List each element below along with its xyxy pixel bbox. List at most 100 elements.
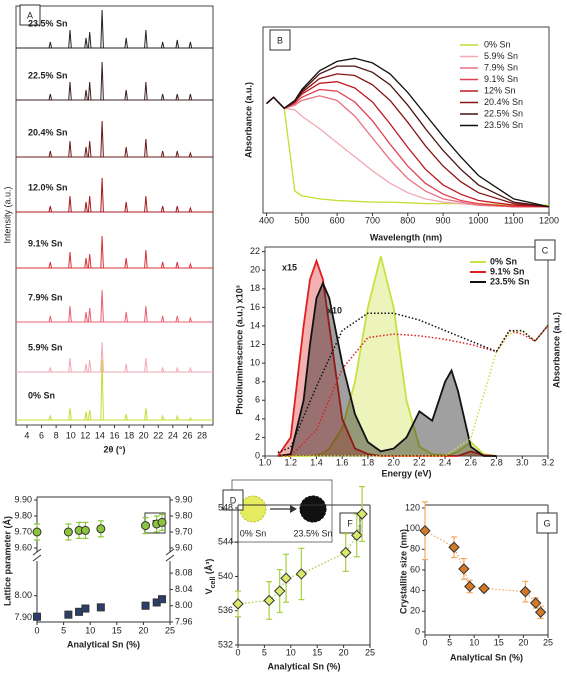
peak (68, 305, 72, 323)
peak (48, 261, 53, 269)
series-line (266, 73, 550, 208)
y-tick-label: 2 (255, 432, 260, 442)
peak (68, 29, 72, 49)
series-line (277, 280, 497, 457)
peak (144, 407, 148, 421)
axis-break (165, 554, 175, 562)
peak (68, 140, 72, 158)
panel-tag: A (27, 10, 33, 20)
peak (68, 81, 72, 101)
absorbance-line (277, 324, 549, 457)
x-tick-label: 2.8 (490, 457, 503, 467)
series-line (266, 57, 550, 208)
x-axis-label: Analytical Sn (%) (67, 639, 140, 649)
peak (48, 93, 53, 101)
x-tick-label: 4 (24, 430, 29, 440)
axis-break (165, 548, 175, 556)
peak (144, 305, 148, 323)
point (63, 527, 73, 537)
x-tick-label: 3.2 (542, 457, 555, 467)
peak (124, 311, 128, 323)
legend-label: 23.5% Sn (484, 120, 523, 130)
y-tick-label: 20 (250, 265, 260, 275)
x-tick-label: 10 (286, 647, 296, 657)
point (351, 529, 363, 542)
area-fill (277, 256, 497, 456)
series-label: 9.1% Sn (28, 238, 63, 248)
x-tick-label: 1.8 (362, 457, 375, 467)
y-tick-label: 7.96 (175, 616, 193, 626)
peak (175, 261, 180, 269)
peak (144, 357, 148, 373)
x-tick-label: 8 (54, 430, 59, 440)
y-tick-label: 8.00 (175, 600, 193, 610)
peak (68, 195, 72, 213)
y-axis-label: Absorbance (a.u.) (551, 312, 561, 388)
peak (175, 366, 180, 373)
x-tick-label: 1100 (504, 215, 523, 225)
peak (87, 307, 92, 323)
x-tick-label: 2.6 (465, 457, 478, 467)
peak (124, 257, 128, 269)
series-line (266, 88, 549, 208)
x-axis-label: Analytical Sn (%) (450, 652, 523, 662)
x-tick-label: 14 (95, 430, 105, 440)
x-tick-label: 18 (124, 430, 134, 440)
peak (68, 407, 72, 421)
y-axis-label: Vcell (Å³) (204, 559, 216, 595)
y-tick-label: 9.60 (14, 542, 32, 552)
area-fill (277, 283, 497, 456)
x-tick-label: 1.0 (259, 457, 272, 467)
point (464, 580, 476, 593)
peak (175, 315, 180, 323)
y-axis-label-part: V (204, 588, 214, 594)
x-axis-label: Analytical Sn (%) (267, 661, 340, 671)
peak (188, 93, 193, 101)
point (232, 598, 244, 610)
peak (124, 146, 128, 158)
peak (68, 357, 72, 373)
peak (144, 81, 148, 101)
x-tick-label: 3.0 (516, 457, 529, 467)
annotation: x10 (327, 305, 342, 315)
peak (188, 206, 193, 213)
point (274, 585, 286, 597)
diagram-label: 23.5% Sn (293, 528, 332, 538)
peak (100, 9, 104, 49)
legend-label: 20.4% Sn (484, 97, 523, 107)
series-label: 22.5% Sn (28, 70, 68, 80)
x-tick-label: 2.4 (439, 457, 452, 467)
x-tick-label: 0 (422, 637, 427, 647)
peak (188, 262, 193, 269)
trend-line (237, 513, 363, 605)
peak (160, 41, 165, 49)
point (529, 597, 542, 609)
x-tick-label: 1000 (468, 215, 488, 225)
y-tick-label: 532 (218, 639, 233, 649)
x-tick-label: 900 (436, 215, 451, 225)
x-tick-label: 25 (165, 625, 175, 635)
y-axis-label: Photoluminescence (a.u.) x10³ (234, 285, 244, 415)
x-tick-label: 0 (34, 625, 39, 635)
legend-label: 22.5% Sn (484, 108, 523, 118)
legend-label: 0% Sn (490, 256, 517, 266)
point (80, 525, 90, 535)
legend-label: 9.1% Sn (484, 74, 518, 84)
x-tick-label: 5 (262, 647, 267, 657)
annotation: x15 (282, 262, 297, 272)
peak (175, 150, 180, 158)
point (32, 527, 42, 537)
x-tick-label: 20 (139, 430, 149, 440)
y-tick-label: 0 (415, 626, 420, 636)
peak (188, 316, 193, 323)
series-label: 7.9% Sn (28, 292, 63, 302)
y-tick-label: 540 (218, 571, 233, 581)
series-label: 5.9% Sn (28, 342, 63, 352)
peak (124, 89, 128, 101)
y-axis-label: Absorbance (a.u.) (243, 82, 253, 158)
x-tick-label: 20 (138, 625, 148, 635)
x-tick-label: 400 (259, 215, 274, 225)
y-tick-label: 6 (255, 395, 260, 405)
panel-tag: B (277, 35, 283, 45)
